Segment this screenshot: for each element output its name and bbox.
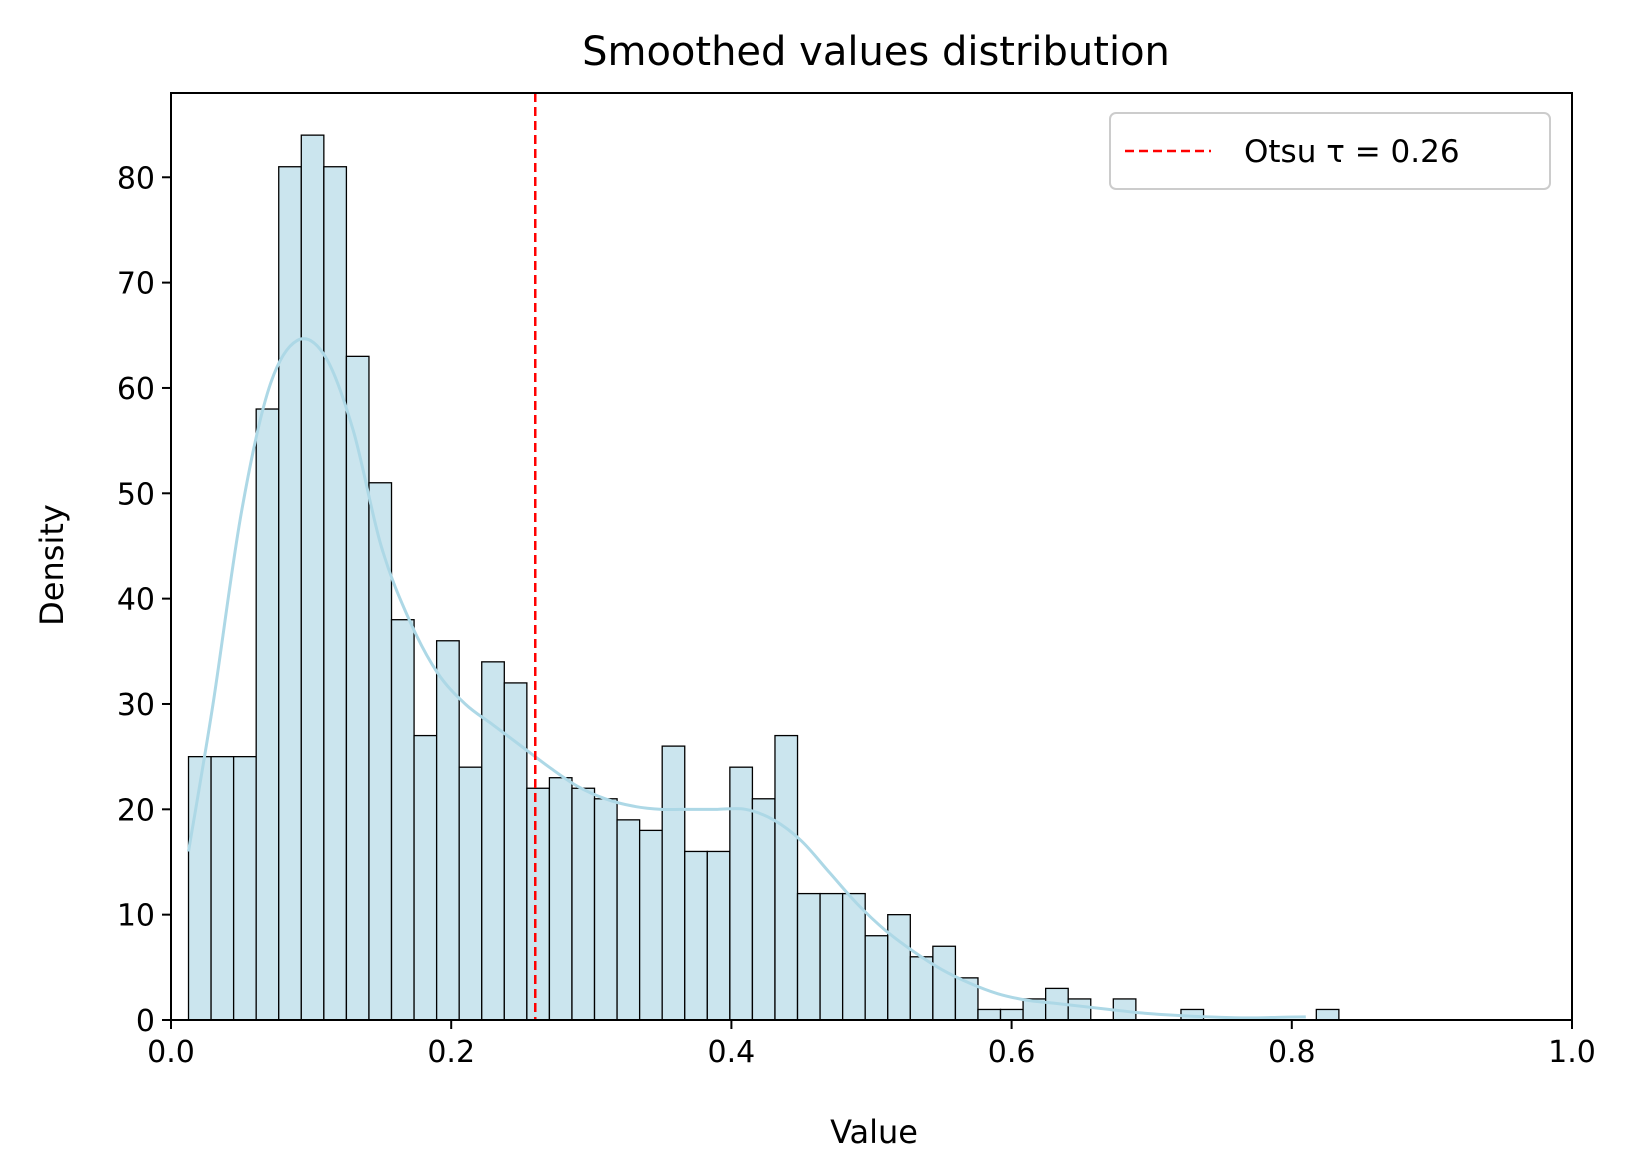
histogram-bar <box>887 914 911 1021</box>
kde-curve <box>187 337 1306 1020</box>
histogram-bar <box>977 1008 1002 1021</box>
x-tick-label: 0.6 <box>988 1035 1036 1070</box>
histogram-bar <box>503 682 528 1021</box>
y-tick-label: 30 <box>117 688 155 723</box>
x-tick-label: 0.4 <box>708 1035 756 1070</box>
histogram-bar <box>661 745 686 1021</box>
y-tick-label: 10 <box>117 899 155 934</box>
histogram-bar <box>526 787 551 1021</box>
histogram-bar <box>932 945 957 1021</box>
x-tick-label: 1.0 <box>1548 1035 1596 1070</box>
histogram-bar <box>864 935 889 1021</box>
y-tick-label: 0 <box>136 1004 155 1039</box>
legend-box <box>1109 112 1551 190</box>
histogram-bar <box>255 408 280 1021</box>
histogram-bar <box>819 892 844 1021</box>
y-tick-label: 70 <box>117 267 155 302</box>
x-axis-label: Value <box>830 1113 918 1151</box>
histogram-bar <box>616 819 641 1021</box>
histogram-bar <box>999 1008 1024 1021</box>
histogram-bar <box>706 850 731 1021</box>
histogram-bar <box>774 734 799 1021</box>
y-tick-label: 80 <box>117 161 155 196</box>
y-tick-label: 20 <box>117 793 155 828</box>
histogram-bar <box>413 734 438 1021</box>
x-tick-label: 0.2 <box>427 1035 475 1070</box>
legend: Otsu τ = 0.26 <box>1109 112 1551 190</box>
x-axis-ticks: 0.0 0.2 0.4 0.6 0.8 1.0 <box>147 1020 1596 1070</box>
histogram-bar <box>571 787 596 1021</box>
histogram-bar <box>684 850 708 1021</box>
y-axis-label: Density <box>33 504 71 626</box>
y-tick-label: 40 <box>117 583 155 618</box>
y-axis-ticks: 0 10 20 30 40 50 60 70 80 <box>117 161 171 1039</box>
histogram-bar <box>390 619 415 1021</box>
histogram-bars <box>187 134 1340 1021</box>
chart-title: Smoothed values distribution <box>582 29 1170 75</box>
axes-frame <box>170 92 1573 1021</box>
histogram-bar <box>638 829 663 1021</box>
histogram-bar <box>323 166 348 1021</box>
histogram-bar <box>729 766 754 1021</box>
y-tick-label: 60 <box>117 372 155 407</box>
histogram-bar <box>1067 998 1092 1021</box>
x-tick-label: 0.0 <box>147 1035 195 1070</box>
histogram-bar <box>435 640 460 1021</box>
histogram-bar <box>548 777 573 1021</box>
histogram-bar <box>345 355 370 1021</box>
histogram-bar <box>1315 1008 1340 1021</box>
histogram-bar <box>593 798 618 1021</box>
histogram-bar <box>300 134 325 1021</box>
histogram-bar <box>796 892 821 1021</box>
histogram-bar <box>909 956 934 1021</box>
histogram-bar <box>841 892 866 1021</box>
histogram-bar <box>210 755 235 1021</box>
histogram-bar <box>481 661 505 1021</box>
histogram-bar <box>278 166 302 1021</box>
x-tick-label: 0.8 <box>1268 1035 1316 1070</box>
legend-threshold-label: Otsu τ = 0.26 <box>1244 134 1460 170</box>
histogram-bar <box>751 798 776 1021</box>
histogram-bar <box>458 766 483 1021</box>
histogram-bar <box>187 755 212 1021</box>
kde-curve-group <box>187 337 1306 1020</box>
histogram-bar <box>232 755 257 1021</box>
y-tick-label: 50 <box>117 477 155 512</box>
